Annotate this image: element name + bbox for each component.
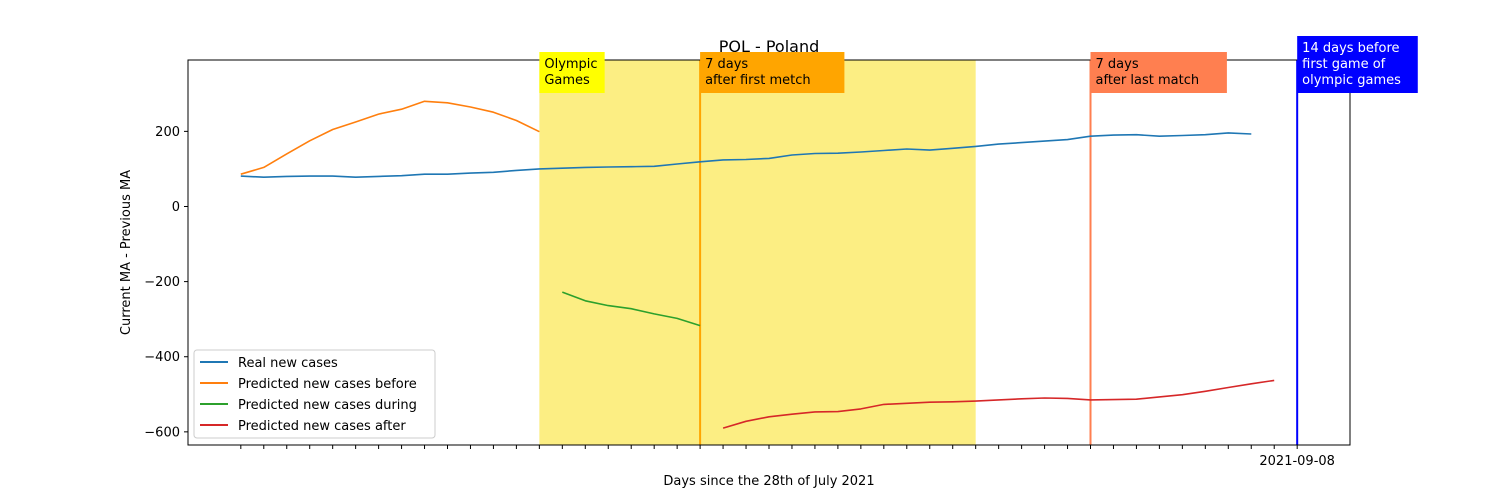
series-line-2 [240, 100, 540, 175]
y-tick-label: −200 [144, 275, 180, 290]
chart-title: POL - Poland [719, 37, 820, 56]
series-line-3 [562, 291, 701, 327]
series-line-1 [240, 132, 1252, 178]
olympic-games-label-text: Olympic Games [544, 57, 597, 88]
chart-marker-lines [699, 60, 1299, 445]
series-line-4 [722, 379, 1275, 429]
chart-axes: 200 0 −200 −400 −600 2021-09-08 [144, 125, 1335, 469]
legend-label-1: Real new cases [238, 356, 338, 371]
legend-label-2: Predicted new cases before [238, 377, 417, 392]
marker-label-2-box [1090, 52, 1227, 93]
x-tick-label-last: 2021-09-08 [1259, 454, 1335, 469]
chart-legend: Real new cases Predicted new cases before… [193, 349, 436, 439]
marker-label-2-text: 7 days after last match [1096, 57, 1200, 88]
chart-series-group [240, 100, 1275, 429]
marker-label-3-box [1297, 36, 1418, 93]
legend-label-4: Predicted new cases after [238, 419, 406, 434]
y-tick-label: 0 [172, 200, 180, 215]
marker-label-1-text: 7 days after first metch [705, 57, 811, 88]
olympic-period-band [539, 60, 976, 445]
x-axis-label: Days since the 28th of July 2021 [663, 474, 874, 489]
y-axis-label: Current MA - Previous MA [119, 170, 134, 335]
y-tick-label: −600 [144, 425, 180, 440]
marker-label-1-box [700, 52, 845, 93]
legend-frame [193, 349, 436, 439]
y-tick-label: −400 [144, 350, 180, 365]
legend-label-3: Predicted new cases during [238, 398, 417, 413]
y-tick-label: 200 [155, 125, 180, 140]
chart-shaded-regions [539, 60, 976, 445]
marker-label-3-text: 14 days before first game of olympic games [1302, 41, 1401, 88]
olympic-games-label-box [539, 52, 605, 93]
chart-annotations: Olympic Games 7 days after first metch 7 day… [539, 36, 1418, 93]
